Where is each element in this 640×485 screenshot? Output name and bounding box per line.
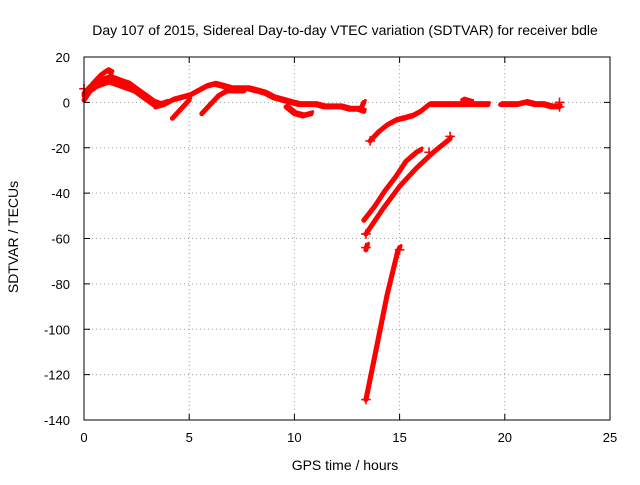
series-band [84, 67, 115, 96]
series-line [498, 99, 562, 110]
data-point-marker [394, 245, 405, 255]
data-point-marker [445, 131, 455, 142]
y-tick-label: -20 [51, 141, 70, 156]
data-point-marker [424, 147, 434, 158]
series-band [84, 78, 157, 105]
y-tick-label: 20 [56, 50, 70, 65]
x-tick-label: 25 [603, 430, 617, 445]
series-line [283, 104, 314, 119]
data-point-marker [554, 102, 565, 112]
y-axis-label: SDTVAR / TECUs [5, 181, 21, 293]
y-tick-label: -60 [51, 232, 70, 247]
x-tick-label: 0 [80, 430, 87, 445]
series-band [363, 146, 424, 220]
y-tick-label: -120 [44, 368, 70, 383]
data-point-marker [365, 136, 375, 146]
y-tick-label: 0 [63, 95, 70, 110]
x-tick-label: 10 [287, 430, 301, 445]
series-band [172, 96, 193, 118]
y-tick-label: -40 [51, 186, 70, 201]
series-band [500, 98, 563, 107]
x-axis-label: GPS time / hours [292, 457, 399, 473]
series-band [365, 135, 454, 234]
series-band [462, 96, 475, 102]
axes-layer: 0 5 10 15 20 25 -140 -120 -100 -80 -60 -40 -20 0 20 [44, 50, 617, 445]
y-tick-label: -80 [51, 277, 70, 292]
series-band [201, 87, 247, 114]
series-band [286, 103, 315, 116]
x-tick-label: 5 [186, 430, 193, 445]
chart-title: Day 107 of 2015, Sidereal Day-to-day VTE… [92, 22, 598, 38]
series-band [155, 80, 367, 111]
data-point-marker [361, 229, 371, 239]
x-tick-label: 15 [392, 430, 406, 445]
series-line [460, 97, 474, 105]
y-tick-label: -140 [44, 413, 70, 428]
y-tick-label: -100 [44, 322, 70, 337]
data-point-marker [361, 394, 371, 405]
data-layer [79, 67, 565, 405]
x-tick-label: 20 [498, 430, 512, 445]
series-band [361, 98, 367, 107]
data-point-marker [361, 242, 371, 253]
